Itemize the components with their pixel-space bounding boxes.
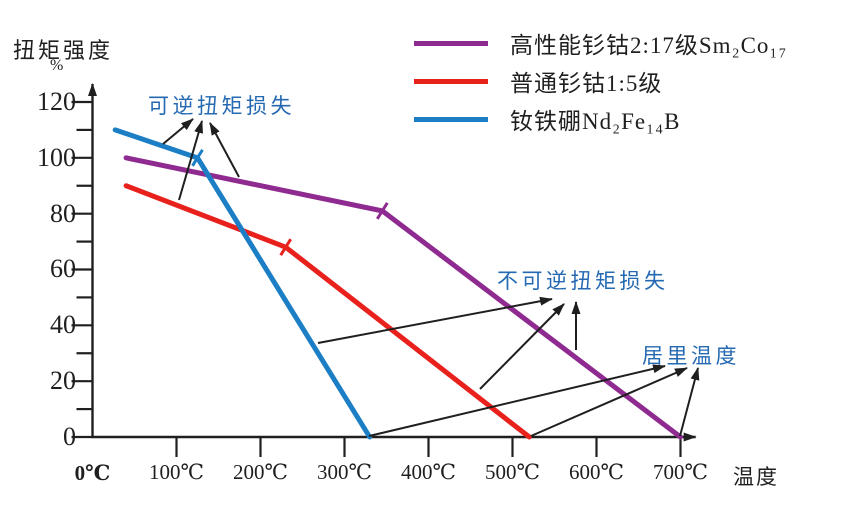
x-axis-title: 温度 <box>733 465 779 489</box>
series-knee-mark-0 <box>376 202 389 220</box>
annotation-arrow-curie-temperature <box>368 364 666 437</box>
series-knee-mark-2 <box>191 149 204 167</box>
annotation-arrow-reversible-loss <box>209 122 240 178</box>
legend-swatch-purple <box>414 40 488 46</box>
series-knee-mark-1 <box>279 238 292 256</box>
annotation-arrow-curie-temperature <box>530 367 688 437</box>
series-line-1 <box>123 183 532 440</box>
legend-item-smco5: 普通钐钴1:5级 <box>414 67 663 96</box>
annotation-curie-temperature: 居里温度 <box>642 344 740 368</box>
annotation-arrow-irreversible-loss <box>479 303 565 390</box>
legend-label: 普通钐钴1:5级 <box>510 71 663 96</box>
legend-item-sm2co17: 高性能钐钴2:17级Sm₂Co₁₇ <box>414 29 788 58</box>
annotation-irreversible-torque-loss: 不可逆扭矩损失 <box>497 269 669 293</box>
series-line-0 <box>123 155 683 440</box>
y-axis-unit-percent: % <box>50 57 64 74</box>
annotation-arrow-reversible-loss <box>178 120 203 201</box>
y-axis-title: 扭矩强度 <box>13 38 114 63</box>
legend-label: 钕铁硼Nd₂Fe₁₄B <box>510 109 681 134</box>
legend-swatch-red <box>414 78 488 84</box>
annotation-arrow-reversible-loss <box>162 118 194 145</box>
annotation-reversible-torque-loss: 可逆扭矩损失 <box>148 94 295 118</box>
annotation-arrow-curie-temperature <box>679 367 700 437</box>
legend-item-ndfeb: 钕铁硼Nd₂Fe₁₄B <box>414 105 681 134</box>
legend-label: 高性能钐钴2:17级Sm₂Co₁₇ <box>510 33 788 58</box>
legend-swatch-blue <box>414 116 488 122</box>
annotation-arrow-irreversible-loss <box>317 296 553 344</box>
